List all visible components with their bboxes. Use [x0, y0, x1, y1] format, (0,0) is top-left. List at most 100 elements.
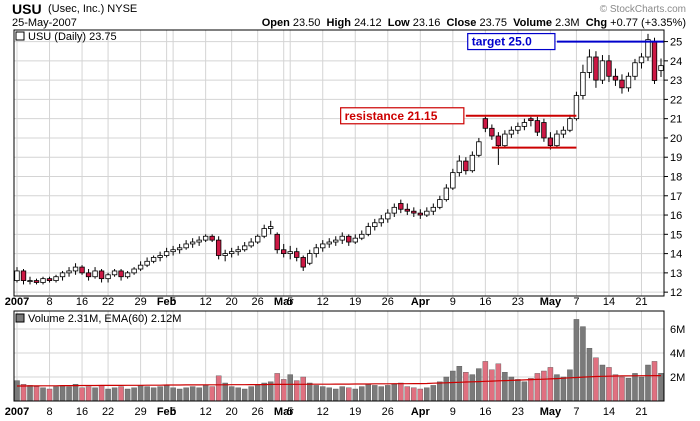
company-name: (Usec, Inc.)	[48, 3, 105, 15]
volume-bar	[27, 385, 33, 402]
date-tick-label: 7	[573, 296, 579, 308]
date-tick-label: 26	[382, 296, 394, 308]
candle	[593, 51, 599, 88]
candle	[137, 261, 144, 271]
date-tick-label: Mar	[274, 296, 294, 308]
candle-body	[228, 251, 235, 254]
date-tick-label: 8	[46, 296, 52, 308]
volume-bar	[170, 387, 176, 402]
candle-body	[515, 125, 521, 131]
candle-body	[14, 270, 20, 281]
candle-body	[645, 39, 651, 58]
volume-bar	[176, 388, 183, 402]
date-tick-label: 12	[317, 296, 329, 308]
volume-bar	[306, 382, 313, 402]
volume-bar	[372, 385, 378, 402]
volume-bar	[612, 374, 619, 402]
candle-body	[281, 249, 287, 254]
candle-body	[144, 260, 150, 266]
candle-body	[339, 235, 345, 241]
candle-body	[658, 65, 664, 71]
candle	[85, 269, 92, 281]
volume-bar	[222, 382, 228, 402]
volume-axis: 2M 4M 6M	[670, 324, 685, 384]
date-tick-label: 12	[200, 296, 212, 308]
date-tick-label: 29	[134, 296, 146, 308]
candle-body	[111, 270, 118, 276]
candle-body	[456, 160, 463, 174]
date-tick-label: 2007	[5, 296, 29, 308]
volume-bar	[261, 382, 267, 402]
volume-bar	[215, 375, 222, 402]
candle	[202, 234, 209, 243]
volume-bar	[450, 370, 456, 402]
candle	[625, 72, 632, 92]
volume-bar	[241, 388, 248, 402]
volume-bar	[59, 385, 66, 402]
candle	[450, 168, 456, 190]
candle-body	[176, 247, 183, 251]
candle-body	[261, 228, 267, 237]
volume-bar	[528, 378, 534, 402]
volume-legend-swatch	[15, 313, 25, 323]
candle-body	[482, 118, 489, 129]
volume-bar	[274, 373, 280, 402]
volume-bar	[98, 385, 105, 402]
date-tick-label-bottom: 12	[200, 406, 212, 418]
candle	[606, 55, 612, 83]
candle-body	[476, 141, 482, 156]
candle	[33, 278, 40, 285]
volume-bar	[658, 373, 664, 402]
target-label-box	[467, 32, 556, 51]
candle	[274, 232, 280, 254]
date-tick-label-bottom: 16	[76, 406, 88, 418]
candle	[261, 224, 267, 239]
volume-bar	[79, 387, 85, 402]
volume-bar	[248, 386, 254, 402]
candle	[144, 257, 150, 268]
volume-bar	[150, 387, 157, 402]
candle	[183, 240, 189, 250]
candle-body	[560, 129, 567, 135]
volume-bar	[495, 363, 502, 402]
candle	[463, 157, 469, 175]
candle-body	[469, 154, 476, 172]
watermark: © StockCharts.com	[599, 4, 686, 15]
candle	[333, 236, 339, 246]
date-tick-label-bottom: 22	[102, 406, 114, 418]
volume-bars	[14, 319, 664, 402]
candle	[541, 118, 547, 142]
candle	[98, 269, 105, 283]
candle-body	[372, 222, 378, 228]
date-tick-label-bottom: 19	[349, 406, 361, 418]
volume-tick-label: 4M	[670, 348, 685, 360]
candle-body	[66, 270, 72, 274]
candle-body	[534, 120, 541, 133]
candle-body	[189, 241, 196, 245]
candle	[580, 64, 586, 100]
date-tick-label-bottom: 26	[252, 406, 264, 418]
volume-bar	[411, 387, 417, 402]
candle-body	[463, 160, 469, 172]
date-tick-label-bottom: 21	[635, 406, 647, 418]
candle	[255, 234, 261, 244]
candle-body	[294, 251, 300, 258]
candle	[417, 209, 423, 219]
target-label: target 25.0	[472, 35, 532, 49]
candle	[502, 130, 508, 148]
volume-bar	[638, 376, 645, 402]
candle	[567, 114, 573, 133]
candle-body	[404, 208, 410, 212]
date-tick-label: 14	[603, 296, 615, 308]
date-tick-label-bottom: Apr	[411, 406, 431, 418]
candle	[528, 116, 534, 127]
date-tick-label-bottom: May	[540, 406, 562, 418]
volume-bar	[541, 370, 547, 402]
candle	[163, 247, 170, 258]
candle-body	[411, 210, 417, 214]
volume-bar	[20, 384, 27, 402]
candle-body	[580, 72, 586, 96]
candle	[469, 151, 476, 173]
candle	[424, 207, 430, 217]
volume-legend: Volume 2.31M, EMA(60) 2.12M	[15, 313, 181, 325]
